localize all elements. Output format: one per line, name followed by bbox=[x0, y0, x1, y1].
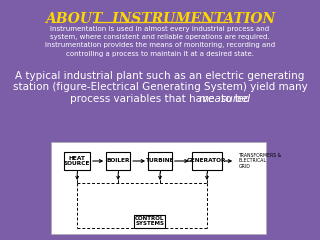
FancyBboxPatch shape bbox=[192, 152, 222, 170]
Text: CONTROL
SYSTEMS: CONTROL SYSTEMS bbox=[135, 216, 164, 226]
Text: GENERATOR: GENERATOR bbox=[187, 158, 227, 163]
FancyBboxPatch shape bbox=[148, 152, 172, 170]
Text: A typical industrial plant such as an electric generating: A typical industrial plant such as an el… bbox=[15, 71, 305, 81]
Text: TURBINE: TURBINE bbox=[146, 158, 174, 163]
Text: ABOUT  INSTRUMENTATION: ABOUT INSTRUMENTATION bbox=[45, 12, 275, 26]
Text: TRANSFORMERS &
ELECTRICAL
GRID: TRANSFORMERS & ELECTRICAL GRID bbox=[238, 153, 282, 169]
FancyBboxPatch shape bbox=[51, 142, 266, 234]
Text: Instrumentation is used in almost every industrial process and
system, where con: Instrumentation is used in almost every … bbox=[45, 26, 275, 57]
Text: station (figure-Electrical Generating System) yield many: station (figure-Electrical Generating Sy… bbox=[12, 83, 308, 92]
Text: HEAT
SOURCE: HEAT SOURCE bbox=[64, 156, 91, 166]
Text: process variables that have  to be: process variables that have to be bbox=[69, 94, 251, 104]
FancyBboxPatch shape bbox=[134, 215, 165, 228]
FancyBboxPatch shape bbox=[106, 152, 130, 170]
Text: measured: measured bbox=[198, 94, 251, 104]
FancyBboxPatch shape bbox=[64, 152, 90, 170]
Text: BOILER: BOILER bbox=[107, 158, 130, 163]
